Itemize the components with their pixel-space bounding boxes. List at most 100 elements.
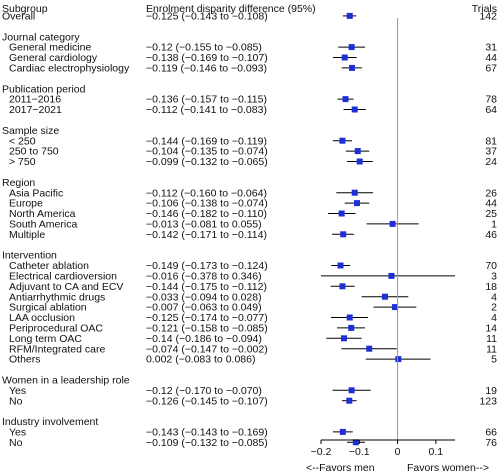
row-label-intervention-others: Others bbox=[9, 354, 41, 366]
estimate-marker-journal-category-general-medicine bbox=[348, 44, 355, 51]
row-label-intervention-adjuvant-to-ca-and-ecv: Adjuvant to CA and ECV bbox=[9, 281, 123, 293]
ci-text-industry-involvement-no: −0.109 (−0.132 to −0.085) bbox=[146, 437, 268, 449]
estimate-marker-intervention-surgical-ablation bbox=[391, 304, 398, 311]
estimate-marker-intervention-periprocedural-oac bbox=[348, 324, 355, 331]
trials-intervention-periprocedural-oac: 14 bbox=[485, 323, 497, 335]
ci-text-region-north-america: −0.146 (−0.182 to −0.110) bbox=[146, 208, 267, 220]
ci-text-intervention-surgical-ablation: −0.007 (−0.063 to 0.049) bbox=[146, 302, 262, 314]
row-label-industry-involvement-yes: Yes bbox=[9, 427, 26, 439]
forest-marks bbox=[321, 12, 455, 446]
trials-sample-size-750: 24 bbox=[485, 156, 497, 168]
estimate-marker-region-south-america bbox=[389, 220, 396, 227]
trials-journal-category-general-cardiology: 44 bbox=[485, 52, 497, 64]
trials-sample-size-250-to-750: 37 bbox=[485, 146, 497, 158]
ci-text-intervention-others: 0.002 (−0.083 to 0.086) bbox=[146, 354, 255, 366]
ci-text-intervention-rfm-integrated-care: −0.074 (−0.147 to −0.002) bbox=[146, 343, 268, 355]
row-label-journal-category-general-medicine: General medicine bbox=[9, 42, 91, 54]
x-tick-label: 0.1 bbox=[429, 446, 444, 458]
column-headers: Subgroup Enrolment disparity difference … bbox=[2, 3, 497, 15]
trials-intervention-surgical-ablation: 2 bbox=[491, 302, 497, 314]
group-heading-intervention: Intervention bbox=[2, 250, 57, 262]
estimate-marker-region-multiple bbox=[340, 231, 347, 238]
trials-intervention-electrical-cardioversion: 3 bbox=[491, 271, 497, 283]
estimate-marker-intervention-electrical-cardioversion bbox=[388, 272, 395, 279]
row-label-women-in-a-leadership-role-yes: Yes bbox=[9, 385, 26, 397]
row-label-overall-overall: Overall bbox=[2, 11, 35, 23]
ci-text-publication-period-2017-2021: −0.112 (−0.141 to −0.083) bbox=[146, 104, 267, 116]
ci-text-women-in-a-leadership-role-no: −0.126 (−0.145 to −0.107) bbox=[146, 395, 268, 407]
row-label-journal-category-general-cardiology: General cardiology bbox=[9, 52, 98, 64]
ci-text-sample-size-750: −0.099 (−0.132 to −0.065) bbox=[146, 156, 268, 168]
row-label-intervention-periprocedural-oac: Periprocedural OAC bbox=[9, 323, 103, 335]
ci-text-journal-category-cardiac-electrophysiology: −0.119 (−0.146 to −0.093) bbox=[146, 63, 267, 75]
estimate-marker-journal-category-cardiac-electrophysiology bbox=[349, 64, 356, 71]
row-label-industry-involvement-no: No bbox=[9, 437, 23, 449]
ci-text-intervention-catheter-ablation: −0.149 (−0.173 to −0.124) bbox=[146, 260, 268, 272]
x-tick-label: 0 bbox=[395, 446, 401, 458]
ci-text-industry-involvement-yes: −0.143 (−0.143 to −0.169) bbox=[146, 427, 268, 439]
ci-text-intervention-long-term-oac: −0.14 (−0.186 to −0.094) bbox=[146, 333, 262, 345]
ci-text-intervention-adjuvant-to-ca-and-ecv: −0.144 (−0.175 to −0.112) bbox=[146, 281, 267, 293]
row-label-region-north-america: North America bbox=[9, 208, 76, 220]
estimate-marker-women-in-a-leadership-role-yes bbox=[348, 387, 355, 394]
table-rows: Overall −0.125 (−0.143 to −0.108) 142Journ… bbox=[2, 11, 497, 449]
ci-text-region-south-america: −0.013 (−0.081 to 0.055) bbox=[146, 219, 262, 231]
estimate-marker-overall-overall bbox=[346, 12, 353, 19]
row-label-publication-period-2017-2021: 2017−2021 bbox=[9, 104, 62, 116]
trials-sample-size-250: 81 bbox=[485, 135, 497, 147]
row-label-intervention-electrical-cardioversion: Electrical cardioversion bbox=[9, 271, 117, 283]
trials-intervention-rfm-integrated-care: 11 bbox=[486, 343, 497, 355]
row-label-intervention-long-term-oac: Long term OAC bbox=[9, 333, 82, 345]
ci-text-intervention-antiarrhythmic-drugs: −0.033 (−0.094 to 0.028) bbox=[146, 291, 262, 303]
trials-intervention-laa-occlusion: 4 bbox=[491, 312, 497, 324]
trials-women-in-a-leadership-role-yes: 19 bbox=[485, 385, 497, 397]
estimate-marker-intervention-others bbox=[395, 356, 402, 363]
group-heading-journal-category: Journal category bbox=[2, 31, 80, 43]
row-label-region-asia-pacific: Asia Pacific bbox=[9, 187, 63, 199]
estimate-marker-intervention-adjuvant-to-ca-and-ecv bbox=[339, 283, 346, 290]
estimate-marker-publication-period-2017-2021 bbox=[351, 106, 358, 113]
trials-region-north-america: 25 bbox=[485, 208, 497, 220]
estimate-marker-industry-involvement-yes bbox=[339, 428, 346, 435]
ci-text-sample-size-250-to-750: −0.104 (−0.135 to −0.074) bbox=[146, 146, 268, 158]
trials-region-multiple: 46 bbox=[485, 229, 497, 241]
row-label-intervention-surgical-ablation: Surgical ablation bbox=[9, 302, 87, 314]
ci-text-intervention-periprocedural-oac: −0.121 (−0.158 to −0.085) bbox=[146, 323, 268, 335]
ci-text-journal-category-general-cardiology: −0.138 (−0.169 to −0.107) bbox=[146, 52, 268, 64]
estimate-marker-sample-size-750 bbox=[356, 158, 363, 165]
row-label-intervention-rfm-integrated-care: RFM/Integrated care bbox=[9, 343, 105, 355]
estimate-marker-intervention-catheter-ablation bbox=[337, 262, 344, 269]
row-label-women-in-a-leadership-role-no: No bbox=[9, 395, 23, 407]
trials-region-asia-pacific: 26 bbox=[485, 187, 497, 199]
ci-text-women-in-a-leadership-role-yes: −0.12 (−0.170 to −0.070) bbox=[146, 385, 262, 397]
ci-text-sample-size-250: −0.144 (−0.169 to −0.119) bbox=[146, 135, 267, 147]
row-label-region-europe: Europe bbox=[9, 198, 43, 210]
estimate-marker-intervention-rfm-integrated-care bbox=[366, 345, 373, 352]
estimate-marker-publication-period-2011-2016 bbox=[342, 96, 349, 103]
estimate-marker-women-in-a-leadership-role-no bbox=[346, 397, 353, 404]
trials-intervention-adjuvant-to-ca-and-ecv: 18 bbox=[485, 281, 497, 293]
group-heading-women-in-a-leadership-role: Women in a leadership role bbox=[2, 375, 130, 387]
row-label-publication-period-2011-2016: 2011−2016 bbox=[9, 94, 61, 106]
trials-overall-overall: 142 bbox=[479, 11, 497, 23]
trials-column-header: Trials bbox=[472, 3, 497, 15]
trials-region-south-america: 1 bbox=[491, 219, 497, 231]
ci-text-region-asia-pacific: −0.112 (−0.160 to −0.064) bbox=[146, 187, 267, 199]
row-label-intervention-laa-occlusion: LAA occlusion bbox=[9, 312, 75, 324]
trials-intervention-others: 5 bbox=[491, 354, 497, 366]
ci-text-region-multiple: −0.142 (−0.171 to −0.114) bbox=[146, 229, 267, 241]
row-label-sample-size-250: < 250 bbox=[9, 135, 36, 147]
group-heading-sample-size: Sample size bbox=[2, 125, 59, 137]
trials-region-europe: 44 bbox=[485, 198, 497, 210]
trials-publication-period-2017-2021: 64 bbox=[485, 104, 497, 116]
ci-text-intervention-electrical-cardioversion: −0.016 (−0.378 to 0.346) bbox=[146, 271, 262, 283]
estimate-marker-intervention-antiarrhythmic-drugs bbox=[381, 293, 388, 300]
trials-journal-category-cardiac-electrophysiology: 67 bbox=[485, 63, 497, 75]
row-label-region-multiple: Multiple bbox=[9, 229, 45, 241]
trials-publication-period-2011-2016: 78 bbox=[485, 94, 497, 106]
trials-industry-involvement-yes: 66 bbox=[485, 427, 497, 439]
trials-industry-involvement-no: 76 bbox=[485, 437, 497, 449]
favors-men-note: <--Favors men bbox=[306, 462, 375, 474]
ci-text-overall-overall: −0.125 (−0.143 to −0.108) bbox=[146, 11, 268, 23]
